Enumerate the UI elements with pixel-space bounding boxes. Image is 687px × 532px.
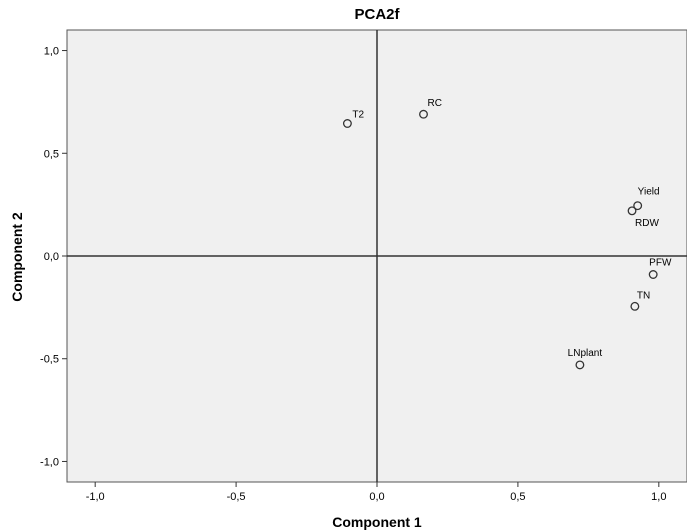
- data-point: [627, 206, 637, 216]
- y-tick-label: 0,0: [44, 251, 59, 263]
- x-tick-label: 1,0: [651, 491, 666, 503]
- data-point-label: T2: [352, 109, 364, 120]
- data-point-label: LNplant: [568, 348, 603, 359]
- x-tick-label: 0,5: [510, 491, 525, 503]
- data-point-label: RC: [428, 98, 442, 109]
- x-axis: -1,0 -0,5 0,0 0,5 1,0: [86, 482, 666, 503]
- data-points: T2 RC Yield RDW PFW TN LNplant: [342, 98, 672, 370]
- y-tick-label: -0,5: [40, 354, 59, 366]
- y-axis-label: Component 2: [9, 212, 25, 302]
- data-point: [648, 270, 658, 279]
- x-tick-label: 0,0: [369, 491, 384, 503]
- data-point-label: TN: [637, 290, 650, 301]
- data-point: [342, 119, 352, 128]
- data-point-label: RDW: [635, 218, 659, 229]
- y-tick-label: 0,5: [44, 148, 59, 160]
- x-tick-label: -1,0: [86, 491, 105, 503]
- y-tick-label: 1,0: [44, 46, 59, 58]
- y-tick-label: -1,0: [40, 456, 59, 468]
- x-tick-label: -0,5: [227, 491, 246, 503]
- y-axis: -1,0 -0,5 0,0 0,5 1,0: [40, 46, 67, 468]
- data-point: [630, 301, 640, 311]
- x-axis-label: Component 1: [332, 514, 422, 530]
- reference-lines: [67, 30, 687, 482]
- chart-title: PCA2f: [354, 6, 400, 23]
- data-point-label: PFW: [649, 257, 672, 268]
- data-point: [419, 109, 428, 119]
- data-point: [575, 360, 585, 370]
- data-point: [633, 201, 643, 211]
- data-point-label: Yield: [638, 187, 660, 198]
